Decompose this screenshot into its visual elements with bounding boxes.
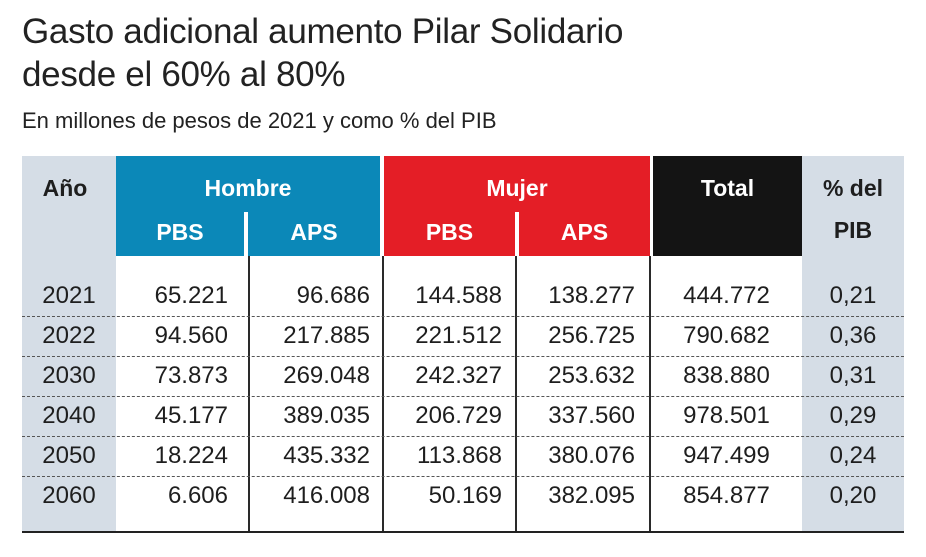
divider-hombre-mujer xyxy=(382,256,384,532)
cell-total: 978.501 xyxy=(683,402,770,429)
hombre-header-bg xyxy=(116,156,380,256)
table-row: 2021 65.221 96.686 144.588 138.277 444.772 0,2… xyxy=(22,276,904,316)
cell-hombre-pbs: 18.224 xyxy=(154,442,228,469)
cell-mujer-aps: 382.095 xyxy=(548,482,635,509)
row-separator xyxy=(22,476,904,477)
cell-hombre-aps: 416.008 xyxy=(283,482,370,509)
header-anio: Año xyxy=(42,174,88,201)
cell-year: 2040 xyxy=(42,402,96,429)
bottom-rule xyxy=(22,531,904,533)
table-row: 2050 18.224 435.332 113.868 380.076 947.499 0,… xyxy=(22,436,904,476)
subtitle: En millones de pesos de 2021 y como % de… xyxy=(22,108,497,133)
table-row: 2022 94.560 217.885 221.512 256.725 790.682 0,… xyxy=(22,316,904,356)
cell-mujer-pbs: 221.512 xyxy=(415,322,502,349)
cell-hombre-pbs: 73.873 xyxy=(154,362,228,389)
chart-title: Gasto adicional aumento Pilar Solidario … xyxy=(22,10,623,96)
cell-hombre-pbs: 94.560 xyxy=(154,322,228,349)
header-mujer-aps: APS xyxy=(560,218,609,245)
divider-mujer-pbs-aps xyxy=(515,256,517,532)
cell-mujer-aps: 337.560 xyxy=(548,402,635,429)
cell-mujer-pbs: 113.868 xyxy=(417,442,502,469)
cell-hombre-pbs: 65.221 xyxy=(154,282,228,309)
table-row: 2040 45.177 389.035 206.729 337.560 978.501 0,… xyxy=(22,396,904,436)
cell-pib: 0,31 xyxy=(829,362,877,389)
title-line-1: Gasto adicional aumento Pilar Solidario xyxy=(22,12,624,51)
total-header-bg xyxy=(653,156,802,256)
cell-hombre-aps: 435.332 xyxy=(283,442,370,469)
cell-mujer-pbs: 242.327 xyxy=(415,362,502,389)
cell-year: 2022 xyxy=(42,322,96,349)
cell-total: 444.772 xyxy=(683,282,770,309)
cell-pib: 0,24 xyxy=(829,442,877,469)
row-separator xyxy=(22,436,904,437)
cell-hombre-pbs: 45.177 xyxy=(154,402,228,429)
cell-mujer-pbs: 144.588 xyxy=(415,282,502,309)
cell-pib: 0,21 xyxy=(829,282,877,309)
cell-pib: 0,36 xyxy=(829,322,877,349)
header-mujer: Mujer xyxy=(486,174,548,201)
rows-bg-hombre xyxy=(116,256,802,532)
header-mujer-pbs: PBS xyxy=(425,218,474,245)
data-table: Año Hombre Mujer Total % del PIB PBS APS… xyxy=(22,156,904,533)
divider-mujer-total xyxy=(649,256,651,532)
cell-year: 2021 xyxy=(42,282,96,309)
cell-year: 2030 xyxy=(42,362,96,389)
table-row: 2060 6.606 416.008 50.169 382.095 854.877 0,20 xyxy=(22,476,904,516)
cell-year: 2050 xyxy=(42,442,96,469)
header-pib-line1: % del xyxy=(822,174,884,201)
cell-hombre-aps: 389.035 xyxy=(283,402,370,429)
table-row: 2030 73.873 269.048 242.327 253.632 838.880 0,… xyxy=(22,356,904,396)
cell-total: 854.877 xyxy=(683,482,770,509)
cell-mujer-pbs: 50.169 xyxy=(428,482,502,509)
cell-hombre-pbs: 6.606 xyxy=(167,482,228,509)
header-hombre-aps: APS xyxy=(290,218,338,245)
cell-mujer-aps: 380.076 xyxy=(548,442,635,469)
cell-hombre-aps: 217.885 xyxy=(283,322,370,349)
cell-year: 2060 xyxy=(42,482,96,509)
pib-column-bg xyxy=(802,156,904,532)
row-separator xyxy=(22,356,904,357)
header-total: Total xyxy=(700,174,755,201)
cell-mujer-aps: 253.632 xyxy=(548,362,635,389)
mujer-subheader-divider xyxy=(515,212,519,256)
cell-hombre-aps: 269.048 xyxy=(283,362,370,389)
cell-mujer-pbs: 206.729 xyxy=(415,402,502,429)
cell-mujer-aps: 138.277 xyxy=(548,282,635,309)
header-hombre: Hombre xyxy=(204,174,292,201)
header-pib-line2: PIB xyxy=(833,216,873,243)
row-separator xyxy=(22,396,904,397)
header-hombre-pbs: PBS xyxy=(156,218,204,245)
row-separator xyxy=(22,316,904,317)
cell-pib: 0,29 xyxy=(829,402,877,429)
hombre-subheader-divider xyxy=(244,212,248,256)
cell-pib: 0,20 xyxy=(829,482,877,509)
cell-hombre-aps: 96.686 xyxy=(296,282,370,309)
cell-total: 790.682 xyxy=(683,322,770,349)
cell-total: 947.499 xyxy=(683,442,770,469)
divider-hombre-pbs-aps xyxy=(248,256,250,532)
year-column-bg xyxy=(22,156,116,532)
title-line-2: desde el 60% al 80% xyxy=(22,55,346,94)
cell-mujer-aps: 256.725 xyxy=(548,322,635,349)
cell-total: 838.880 xyxy=(683,362,770,389)
